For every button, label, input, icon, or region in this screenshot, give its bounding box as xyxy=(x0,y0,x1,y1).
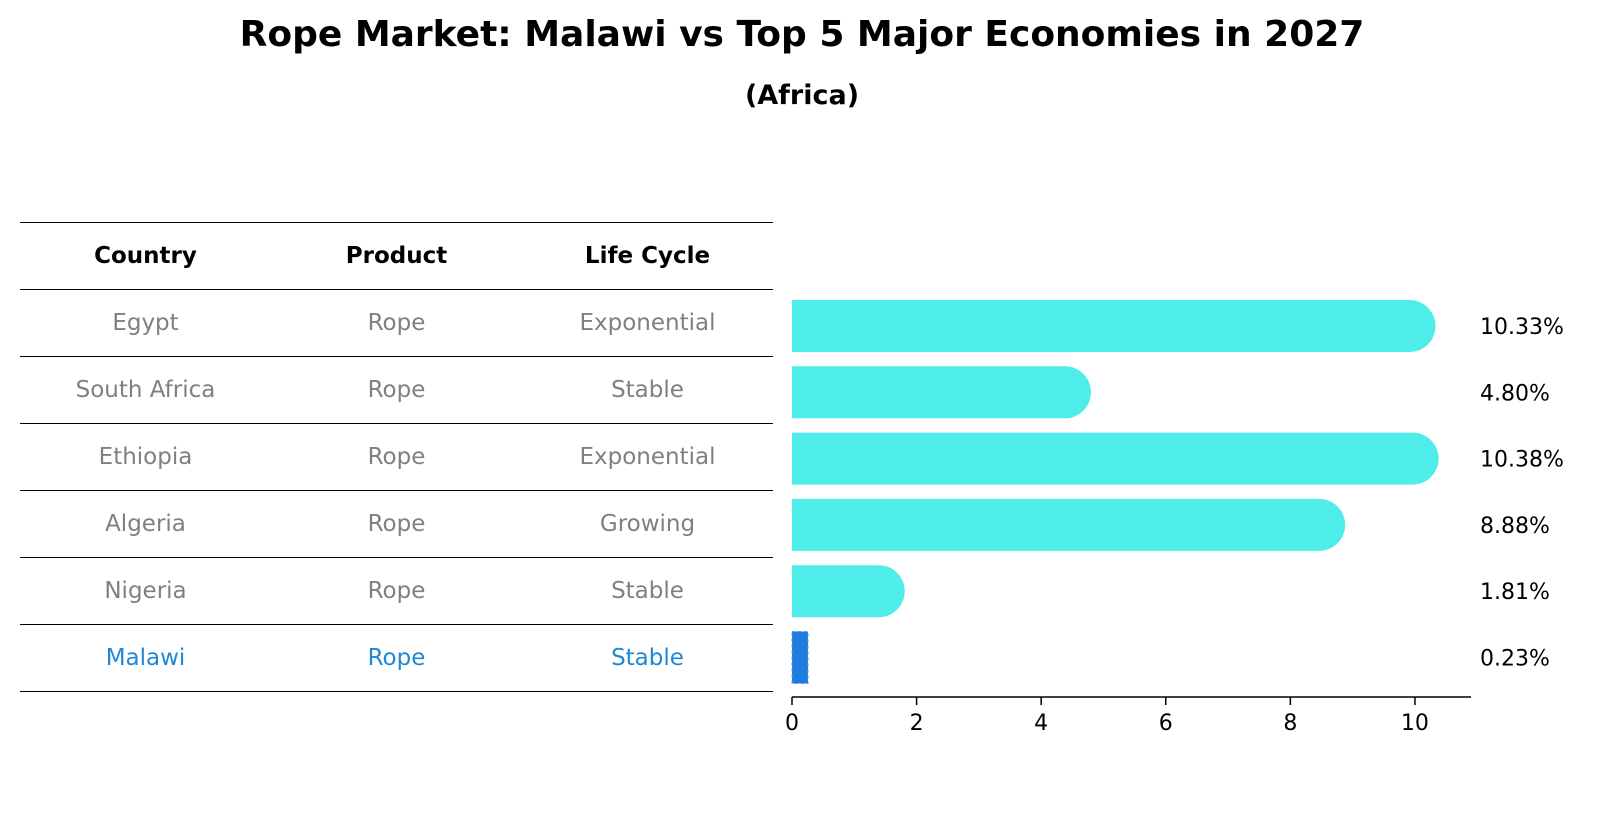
cell-product: Rope xyxy=(271,624,522,692)
x-tick-label: 2 xyxy=(910,711,924,736)
value-label-south-africa: 4.80% xyxy=(1480,381,1550,406)
cell-life-cycle: Stable xyxy=(522,356,773,424)
cell-life-cycle: Exponential xyxy=(522,423,773,491)
table-row-highlight: Malawi Rope Stable xyxy=(20,624,773,692)
bar-south-africa xyxy=(792,366,1091,419)
x-tick-label: 4 xyxy=(1034,711,1048,736)
header-country: Country xyxy=(20,222,271,290)
cell-life-cycle: Stable xyxy=(522,624,773,692)
chart-subtitle: (Africa) xyxy=(744,80,860,111)
cell-product: Rope xyxy=(271,356,522,424)
value-label-nigeria: 1.81% xyxy=(1480,580,1550,605)
bar-algeria xyxy=(792,498,1346,551)
cell-product: Rope xyxy=(271,289,522,357)
bar-egypt xyxy=(792,300,1436,352)
chart-title: Rope Market: Malawi vs Top 5 Major Econo… xyxy=(239,14,1365,55)
country-table: Country Product Life Cycle Egypt Rope Ex… xyxy=(20,222,773,692)
cell-life-cycle: Stable xyxy=(522,557,773,625)
bar-malawi xyxy=(791,631,809,684)
cell-country: South Africa xyxy=(20,356,271,424)
bar-nigeria xyxy=(792,565,905,618)
header-life-cycle: Life Cycle xyxy=(522,222,773,290)
bar-ethiopia xyxy=(792,432,1439,485)
table-row: Ethiopia Rope Exponential xyxy=(20,423,773,491)
cell-country: Nigeria xyxy=(20,557,271,625)
bars-group xyxy=(791,300,1439,684)
value-label-ethiopia: 10.38% xyxy=(1480,448,1564,473)
value-label-malawi: 0.23% xyxy=(1480,647,1550,672)
cell-product: Rope xyxy=(271,557,522,625)
table-row: Egypt Rope Exponential xyxy=(20,289,773,357)
cell-country: Algeria xyxy=(20,490,271,558)
x-tick-label: 8 xyxy=(1283,711,1297,736)
x-tick-label: 0 xyxy=(785,711,799,736)
table-header-row: Country Product Life Cycle xyxy=(20,222,773,290)
table-row: South Africa Rope Stable xyxy=(20,356,773,424)
cell-country: Malawi xyxy=(20,624,271,692)
x-tick-label: 6 xyxy=(1159,711,1173,736)
cell-product: Rope xyxy=(271,490,522,558)
cell-country: Ethiopia xyxy=(20,423,271,491)
value-label-egypt: 10.33% xyxy=(1480,315,1564,340)
value-label-algeria: 8.88% xyxy=(1480,514,1550,539)
x-axis: 0 2 4 6 8 10 xyxy=(785,696,1471,736)
value-labels-group: 10.33% 4.80% 10.38% 8.88% 1.81% 0.23% xyxy=(1480,315,1564,672)
cell-product: Rope xyxy=(271,423,522,491)
cell-life-cycle: Exponential xyxy=(522,289,773,357)
cell-country: Egypt xyxy=(20,289,271,357)
x-tick-label: 10 xyxy=(1401,711,1429,736)
header-product: Product xyxy=(271,222,522,290)
table-row: Nigeria Rope Stable xyxy=(20,557,773,625)
table-row: Algeria Rope Growing xyxy=(20,490,773,558)
cell-life-cycle: Growing xyxy=(522,490,773,558)
